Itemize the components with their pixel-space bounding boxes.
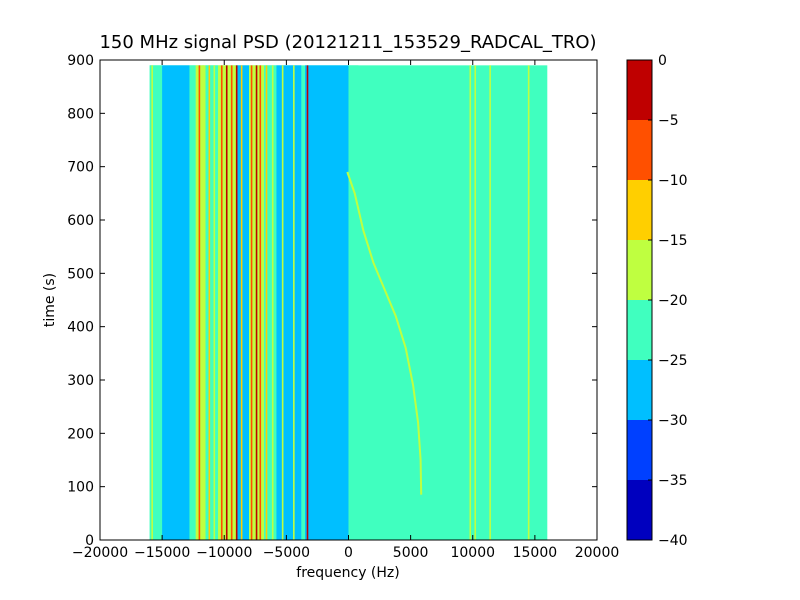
heatmap-band [205,65,219,540]
y-axis-label: time (s) [42,273,58,327]
colorbar [627,60,652,540]
x-tick-label: 5000 [393,545,429,561]
colorbar-tick-label: −35 [658,473,688,489]
colorbar-tick-label: −40 [658,533,688,549]
heatmap-band [236,65,250,540]
colorbar-segment [627,60,652,120]
colorbar-segment [627,360,652,420]
x-tick-label: 15000 [513,545,558,561]
y-axis: 0 100 200 300 400 500 600 700 800 900 [67,53,597,549]
y-tick-label: 700 [67,160,94,176]
heatmap-band [305,65,349,540]
colorbar-tick-label: −10 [658,173,688,189]
heatmap-band [276,65,302,540]
colorbar-segment [627,180,652,240]
colorbar-tick-label: −5 [658,113,679,129]
colorbar-segment [627,480,652,540]
chart-title: 150 MHz signal PSD (20121211_153529_RADC… [99,32,596,53]
colorbar-tick-label: −20 [658,293,688,309]
signal-track [346,171,423,495]
colorbar-axis: −40 −35 −30 −25 −20 −15 −10 −5 0 [648,53,688,549]
x-tick-label: −5000 [263,545,310,561]
colorbar-segment [627,300,652,360]
colorbar-tick-label: −15 [658,233,688,249]
x-tick-label: −15000 [134,545,190,561]
y-tick-label: 600 [67,213,94,229]
colorbar-segment [627,420,652,480]
colorbar-segment [627,120,652,180]
heatmap-band [162,65,190,540]
heatmap [149,65,548,540]
y-tick-label: 900 [67,53,94,69]
y-tick-label: 200 [67,426,94,442]
y-tick-label: 0 [85,533,94,549]
y-tick-label: 300 [67,373,94,389]
x-tick-label: −10000 [196,545,252,561]
colorbar-tick-label: 0 [658,53,667,69]
y-tick-label: 800 [67,106,94,122]
x-axis: −20000 −15000 −10000 −5000 0 5000 10000 15000 20… [72,60,619,561]
y-tick-label: 100 [67,480,94,496]
heatmap-band [348,65,359,540]
colorbar-tick-label: −25 [658,353,688,369]
heatmap-band [195,65,206,540]
x-tick-label: 0 [344,545,353,561]
heatmap-band [189,65,196,540]
colorbar-segment [627,240,652,300]
x-tick-label: 20000 [575,545,620,561]
x-axis-label: frequency (Hz) [296,565,399,581]
colorbar-tick-label: −30 [658,413,688,429]
y-tick-label: 500 [67,266,94,282]
x-tick-label: 10000 [450,545,495,561]
x-tick-label: −20000 [72,545,128,561]
y-tick-label: 400 [67,320,94,336]
